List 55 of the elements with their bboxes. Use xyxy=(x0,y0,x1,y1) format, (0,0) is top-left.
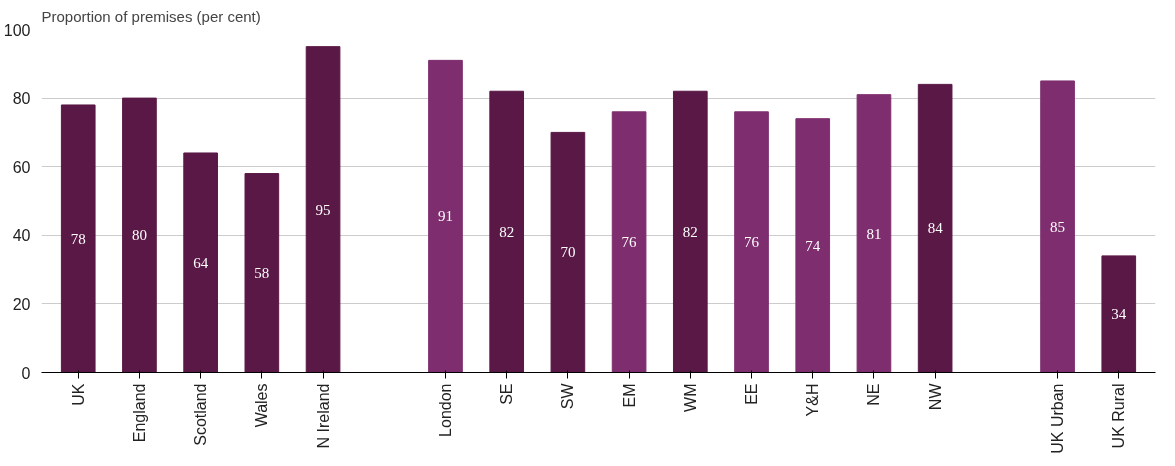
bar xyxy=(1040,80,1075,373)
y-tick-label: 40 xyxy=(12,227,31,245)
data-label: 70 xyxy=(560,244,576,261)
y-tick-label: 20 xyxy=(12,295,31,313)
bar xyxy=(1101,255,1137,373)
y-tick-label: 80 xyxy=(12,90,31,108)
data-label: 82 xyxy=(499,223,515,240)
x-tick-label: N Ireland xyxy=(314,383,332,449)
data-label: 85 xyxy=(1050,218,1066,235)
bar xyxy=(917,83,953,373)
x-tick-label: Wales xyxy=(253,383,271,428)
bar xyxy=(856,94,892,373)
x-tick-label: UK xyxy=(69,383,87,406)
bar xyxy=(672,90,708,373)
data-label: 80 xyxy=(131,227,147,244)
x-tick-label: EM xyxy=(620,383,638,408)
data-label: 78 xyxy=(70,230,86,247)
bar xyxy=(183,152,218,373)
data-label: 64 xyxy=(193,254,209,271)
data-label: 82 xyxy=(682,223,698,240)
bar xyxy=(795,118,831,373)
x-tick-label: England xyxy=(130,383,148,443)
x-tick-label: NW xyxy=(926,382,944,411)
x-tick-label: EE xyxy=(743,383,761,405)
data-label: 81 xyxy=(866,225,882,242)
bar xyxy=(550,131,586,373)
data-label: 76 xyxy=(744,234,760,251)
x-tick-label: NE xyxy=(865,383,883,406)
y-tick-label: 0 xyxy=(21,364,31,382)
data-label: 91 xyxy=(437,208,453,225)
bar xyxy=(244,173,280,373)
bar xyxy=(428,59,463,373)
data-label: 74 xyxy=(805,237,821,254)
bar xyxy=(60,104,96,373)
x-tick-label: SE xyxy=(498,383,516,405)
x-tick-label: SW xyxy=(559,382,577,410)
data-label: 58 xyxy=(254,265,270,282)
bar xyxy=(611,111,647,373)
data-label: 84 xyxy=(927,220,944,237)
y-tick-label: 100 xyxy=(3,21,31,39)
x-tick-label: Y&H xyxy=(804,383,822,417)
data-label: 95 xyxy=(315,201,331,218)
x-tick-label: London xyxy=(436,383,454,437)
bar xyxy=(489,90,525,373)
x-tick-label: Scotland xyxy=(192,383,210,446)
y-axis-title: Proportion of premises (per cent) xyxy=(41,7,261,25)
data-label: 76 xyxy=(621,234,638,251)
bar xyxy=(305,46,341,373)
bar xyxy=(122,97,157,373)
x-tick-label: UK Rural xyxy=(1110,383,1128,449)
y-tick-label: 60 xyxy=(12,158,31,176)
data-label: 34 xyxy=(1111,306,1127,323)
bar xyxy=(734,111,769,373)
x-tick-label: UK Urban xyxy=(1049,383,1067,454)
x-tick-label: WM xyxy=(681,383,699,412)
